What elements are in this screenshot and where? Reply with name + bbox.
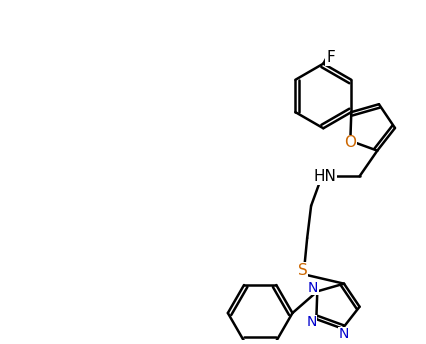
- Text: F: F: [326, 50, 335, 65]
- Text: S: S: [297, 263, 307, 278]
- Text: O: O: [344, 135, 356, 150]
- Text: N: N: [308, 281, 318, 295]
- Text: N: N: [339, 327, 349, 341]
- Text: N: N: [306, 315, 317, 330]
- Text: HN: HN: [314, 169, 337, 184]
